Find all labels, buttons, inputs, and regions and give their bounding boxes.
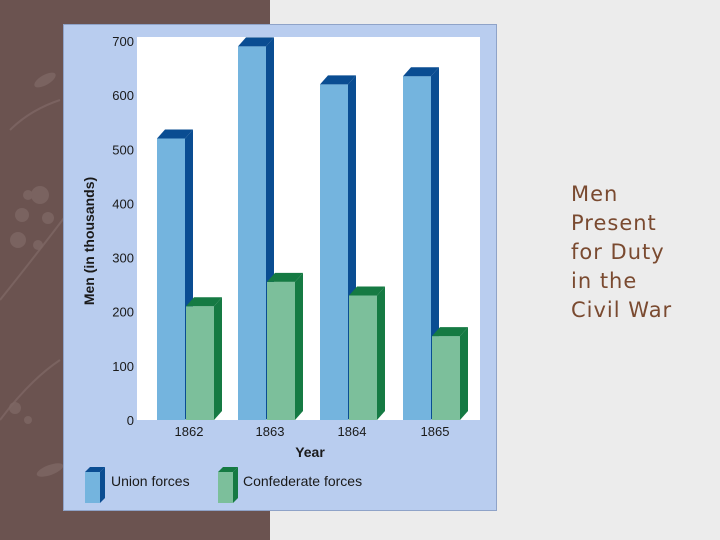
legend-item: Union forces <box>85 467 190 503</box>
bar <box>349 286 385 420</box>
y-axis-label: Men (in thousands) <box>81 177 97 305</box>
y-tick-label: 100 <box>112 359 134 374</box>
title-line: Present <box>571 211 657 235</box>
y-tick-label: 400 <box>112 196 134 211</box>
x-tick-label: 1863 <box>256 424 285 439</box>
legend-swatch <box>218 472 233 503</box>
x-tick-label: 1864 <box>338 424 367 439</box>
y-tick-label: 500 <box>112 142 134 157</box>
title-line: Men <box>571 182 619 206</box>
title-line: Civil War <box>571 298 673 322</box>
x-axis-ticks: 1862 1863 1864 1865 <box>175 424 450 439</box>
bar <box>267 272 303 420</box>
legend-item: Confederate forces <box>218 467 362 503</box>
floral-branch-decoration <box>0 72 71 477</box>
y-tick-label: 700 <box>112 34 134 49</box>
legend-swatch <box>85 472 100 503</box>
y-tick-label: 0 <box>127 413 134 428</box>
title-line: in the <box>571 269 638 293</box>
bar-chart-panel: 0 100 200 300 400 500 600 700 Men (in thousands… <box>63 24 497 511</box>
slide-title: Men Present for Duty in the Civil War <box>571 180 711 325</box>
legend: Union forces Confederate forces <box>85 467 362 503</box>
x-tick-label: 1865 <box>421 424 450 439</box>
bar <box>186 297 222 420</box>
bar <box>157 129 193 420</box>
y-tick-label: 300 <box>112 251 134 266</box>
y-tick-label: 200 <box>112 305 134 320</box>
title-line: for Duty <box>571 240 665 264</box>
x-axis-label: Year <box>295 444 325 460</box>
bars <box>157 37 468 421</box>
legend-label: Union forces <box>111 473 190 489</box>
bar <box>432 327 468 420</box>
bar-chart: 0 100 200 300 400 500 600 700 Men (in thousands… <box>81 34 480 503</box>
bar <box>403 67 439 420</box>
legend-label: Confederate forces <box>243 473 362 489</box>
y-axis-ticks: 0 100 200 300 400 500 600 700 <box>112 34 134 428</box>
y-tick-label: 600 <box>112 88 134 103</box>
x-tick-label: 1862 <box>175 424 204 439</box>
